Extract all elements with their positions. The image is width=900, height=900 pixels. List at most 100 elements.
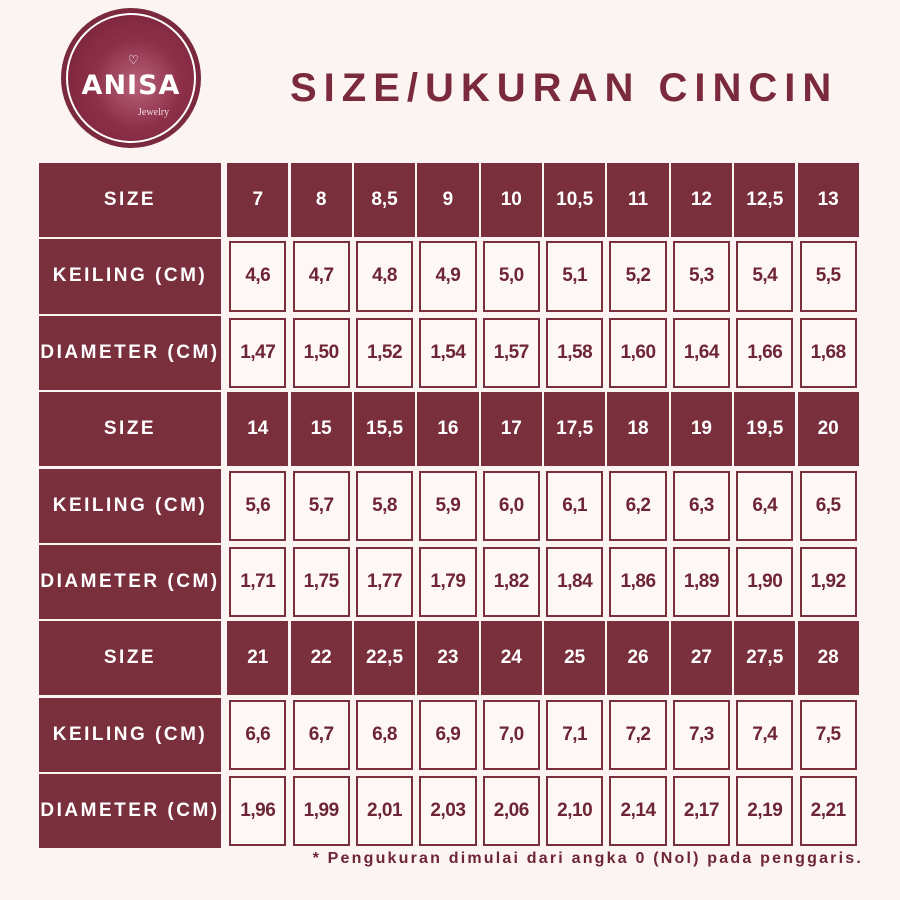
keiling-value: 7,0	[482, 699, 540, 770]
keiling-cell: 5,6	[227, 468, 289, 543]
keiling-cell: 5,1	[544, 239, 606, 314]
size-cell: 15	[290, 392, 352, 467]
keiling-value: 6,7	[292, 699, 350, 770]
diameter-cell: 1,60	[607, 315, 669, 390]
row-label-keiling: KEILING (CM)	[39, 468, 221, 543]
size-cell: 17,5	[544, 392, 606, 467]
keiling-value: 5,8	[355, 470, 414, 541]
size-cell: 11	[607, 163, 669, 238]
diameter-value: 1,86	[609, 546, 667, 618]
size-cell: 9	[417, 163, 479, 238]
diameter-cell: 2,21	[797, 774, 859, 849]
diameter-value: 1,58	[546, 317, 604, 388]
diameter-value: 1,79	[419, 546, 477, 618]
diameter-value: 1,54	[419, 317, 477, 388]
keiling-value: 5,4	[736, 241, 794, 312]
diameter-cell: 1,58	[544, 315, 606, 390]
diameter-value: 1,60	[609, 317, 667, 388]
size-cell: 8,5	[353, 163, 416, 238]
logo-brand: ANISA	[81, 70, 181, 101]
diameter-value: 1,77	[355, 546, 414, 618]
keiling-value: 7,5	[799, 699, 857, 770]
diameter-cell: 1,84	[544, 544, 606, 620]
logo-sub: Jewelry	[138, 107, 170, 118]
diameter-cell: 2,10	[544, 774, 606, 849]
size-cell: 23	[417, 621, 479, 696]
size-cell: 19,5	[734, 392, 796, 467]
row-label-keiling: KEILING (CM)	[39, 697, 221, 772]
keiling-value: 5,9	[419, 470, 477, 541]
row-label-diameter: DIAMETER (CM)	[39, 544, 221, 620]
keiling-cell: 7,3	[670, 697, 732, 772]
diameter-value: 1,90	[736, 546, 794, 618]
diameter-value: 2,06	[482, 776, 540, 847]
keiling-cell: 6,2	[607, 468, 669, 543]
diameter-value: 1,66	[736, 317, 794, 388]
keiling-cell: 5,7	[290, 468, 352, 543]
size-cell: 21	[227, 621, 289, 696]
keiling-cell: 4,7	[290, 239, 352, 314]
keiling-cell: 6,6	[227, 697, 289, 772]
keiling-value: 7,1	[546, 699, 604, 770]
size-cell: 22,5	[353, 621, 416, 696]
diameter-cell: 1,50	[290, 315, 352, 390]
footnote: * Pengukuran dimulai dari angka 0 (Nol) …	[312, 850, 863, 867]
diameter-cell: 1,71	[227, 544, 289, 620]
keiling-value: 6,1	[546, 470, 604, 541]
diameter-value: 1,47	[229, 317, 287, 388]
keiling-cell: 7,1	[544, 697, 606, 772]
keiling-value: 5,7	[292, 470, 350, 541]
keiling-value: 6,5	[799, 470, 857, 541]
diameter-cell: 1,64	[670, 315, 732, 390]
keiling-value: 6,2	[609, 470, 667, 541]
diameter-cell: 1,57	[480, 315, 542, 390]
keiling-cell: 6,8	[353, 697, 416, 772]
size-cell: 17	[480, 392, 542, 467]
ring-icon: ♡	[128, 53, 139, 67]
row-label-keiling: KEILING (CM)	[39, 239, 221, 314]
size-cell: 22	[290, 621, 352, 696]
keiling-cell: 5,4	[734, 239, 796, 314]
diameter-cell: 1,90	[734, 544, 796, 620]
diameter-cell: 2,01	[353, 774, 416, 849]
diameter-cell: 1,54	[417, 315, 479, 390]
ring-size-table: SIZE 7 8 8,5 9 10 10,5 11 12 12,5 13 KEILING (CM) 4,…	[39, 163, 859, 849]
diameter-value: 1,50	[292, 317, 350, 388]
size-cell: 12	[670, 163, 732, 238]
diameter-cell: 1,66	[734, 315, 796, 390]
diameter-value: 1,68	[799, 317, 857, 388]
keiling-value: 4,7	[292, 241, 350, 312]
row-label-size: SIZE	[39, 392, 221, 467]
keiling-value: 7,4	[736, 699, 794, 770]
size-cell: 7	[227, 163, 289, 238]
diameter-cell: 2,06	[480, 774, 542, 849]
keiling-cell: 6,1	[544, 468, 606, 543]
anisa-jewelry-logo: ♡ ANISA Jewelry	[61, 8, 201, 148]
size-cell: 10	[480, 163, 542, 238]
keiling-value: 7,2	[609, 699, 667, 770]
size-cell: 12,5	[734, 163, 796, 238]
size-cell: 8	[290, 163, 352, 238]
diameter-cell: 2,19	[734, 774, 796, 849]
keiling-cell: 4,8	[353, 239, 416, 314]
size-cell: 27,5	[734, 621, 796, 696]
diameter-value: 1,84	[546, 546, 604, 618]
diameter-cell: 1,79	[417, 544, 479, 620]
keiling-cell: 6,9	[417, 697, 479, 772]
diameter-value: 1,75	[292, 546, 350, 618]
diameter-value: 1,99	[292, 776, 350, 847]
diameter-cell: 1,86	[607, 544, 669, 620]
keiling-value: 6,9	[419, 699, 477, 770]
keiling-cell: 7,4	[734, 697, 796, 772]
diameter-value: 2,14	[609, 776, 667, 847]
size-cell: 14	[227, 392, 289, 467]
keiling-value: 5,1	[546, 241, 604, 312]
keiling-value: 4,8	[355, 241, 414, 312]
keiling-value: 5,6	[229, 470, 287, 541]
keiling-value: 7,3	[672, 699, 730, 770]
keiling-cell: 7,2	[607, 697, 669, 772]
keiling-cell: 5,5	[797, 239, 859, 314]
diameter-value: 1,71	[229, 546, 287, 618]
row-label-size: SIZE	[39, 163, 221, 238]
diameter-value: 2,03	[419, 776, 477, 847]
